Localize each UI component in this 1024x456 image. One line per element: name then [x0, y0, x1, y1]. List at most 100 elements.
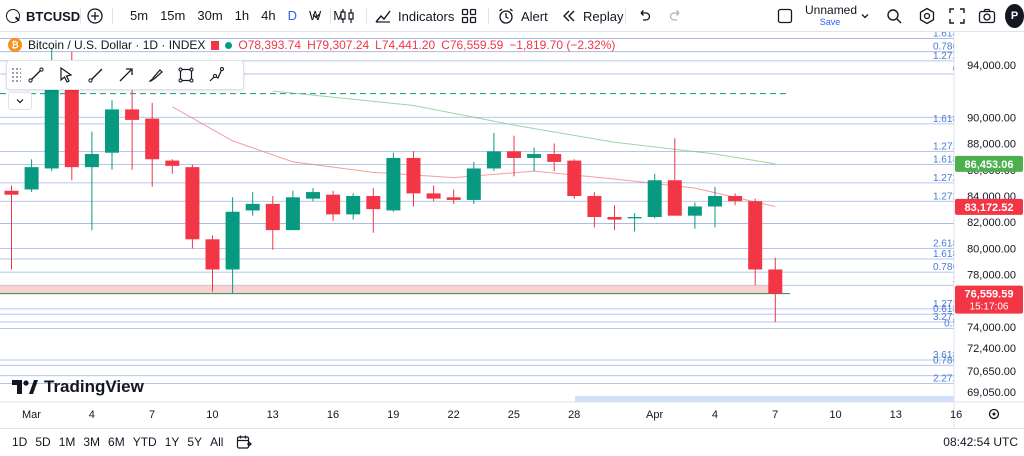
candle-body — [587, 196, 602, 217]
undo-button[interactable] — [636, 0, 652, 32]
collapse-toolbar-button[interactable] — [8, 92, 32, 110]
time-tick-label: 16 — [327, 409, 339, 421]
candle-body — [667, 180, 682, 216]
interval-1h[interactable]: 1h — [234, 8, 250, 23]
time-tick-label: 25 — [508, 409, 520, 421]
layout-checkbox[interactable] — [777, 0, 793, 32]
cursor-tool[interactable] — [51, 61, 81, 89]
rectangle-tool[interactable] — [171, 61, 201, 89]
fullscreen-button[interactable] — [948, 0, 966, 32]
profile-button[interactable]: P — [1005, 0, 1024, 32]
range-6m[interactable]: 6M — [108, 435, 125, 449]
time-tick-label: 13 — [890, 409, 902, 421]
price-tick-label: 69,050.00 — [967, 387, 1016, 399]
settings-button[interactable] — [918, 0, 936, 32]
range-5d[interactable]: 5D — [35, 435, 51, 449]
price-tick-label: 88,000.00 — [967, 139, 1016, 151]
templates-button[interactable] — [460, 0, 478, 32]
indicators-label: Indicators — [398, 8, 455, 24]
chart-type-button[interactable] — [338, 0, 356, 32]
price-axis[interactable]: 94,000.0090,000.0088,000.0086,000.0084,0… — [953, 32, 1024, 428]
compare-button[interactable] — [86, 0, 104, 32]
price-tick-label: 94,000.00 — [967, 60, 1016, 72]
gear-icon — [919, 7, 935, 25]
layout-dropdown[interactable] — [860, 0, 870, 32]
candle-body — [24, 167, 39, 190]
legend-change: −1,819.70 (−2.32%) — [509, 38, 616, 52]
range-1d[interactable]: 1D — [12, 435, 28, 449]
candles-icon — [340, 9, 354, 23]
ma-fast-badge-bg — [955, 198, 1023, 215]
time-tick-label: 22 — [447, 409, 459, 421]
fib-label: 0.786 — [933, 355, 958, 366]
divider — [488, 8, 489, 24]
ma-slow-line — [272, 90, 776, 165]
price-chart[interactable]: 1.6180.7861.272011.6181.2721.6181.2721.2… — [0, 32, 1024, 428]
range-ytd[interactable]: YTD — [132, 435, 157, 449]
price-tick-label: 80,000.00 — [967, 243, 1016, 255]
top-toolbar: BTCUSD 5m 15m 30m 1h 4h D W M Indicators Alert … — [0, 0, 1024, 32]
range-1m[interactable]: 1M — [58, 435, 76, 449]
interval-m[interactable]: M — [333, 8, 345, 23]
range-3m[interactable]: 3M — [83, 435, 101, 449]
time-tick-label: 19 — [387, 409, 399, 421]
alert-button[interactable]: Alert — [497, 0, 548, 32]
chevron-down-icon — [16, 99, 24, 104]
tradingview-logo-icon — [12, 380, 38, 394]
interval-4h[interactable]: 4h — [261, 8, 276, 23]
candle-body — [486, 151, 501, 169]
fib-label: 2.618 — [933, 238, 958, 249]
replay-button[interactable]: Replay — [561, 0, 623, 32]
legend-title[interactable]: Bitcoin / U.S. Dollar · 1D · INDEX — [28, 38, 206, 52]
camera-icon — [978, 8, 996, 24]
tradingview-watermark[interactable]: TradingView — [12, 377, 144, 397]
candles — [4, 47, 783, 322]
indicators-button[interactable]: Indicators — [374, 0, 454, 32]
fib-label: 1.272 — [933, 299, 958, 310]
interval-selector: 5m 15m 30m 1h 4h D W M — [124, 0, 350, 32]
utc-clock[interactable]: 08:42:54 UTC — [943, 435, 1018, 449]
bar-countdown: 15:17:06 — [970, 302, 1009, 313]
snapshot-button[interactable] — [978, 0, 996, 32]
path-tool[interactable] — [201, 61, 231, 89]
flag-icon[interactable] — [211, 40, 220, 50]
indicators-icon — [375, 10, 391, 23]
time-axis[interactable]: Mar 4 7 10 13 16 19 22 25 28 Apr 4 7 10 13 16 — [0, 401, 1024, 421]
date-range-selector: 1D 5D 1M 3M 6M YTD 1Y 5Y All — [8, 429, 227, 456]
fib-label: 1.618 — [933, 32, 958, 40]
range-1y[interactable]: 1Y — [164, 435, 180, 449]
candle-body — [708, 196, 722, 207]
symbol-search[interactable]: BTCUSD — [6, 0, 80, 32]
interval-w[interactable]: W — [308, 8, 322, 23]
range-5y[interactable]: 5Y — [187, 435, 203, 449]
interval-dropdown[interactable] — [311, 0, 321, 32]
fib-label: 1.272 — [933, 141, 958, 152]
layout-name[interactable]: Unnamed Save — [805, 3, 857, 29]
last-price-value: 76,559.59 — [965, 289, 1014, 301]
ma-slow-badge: 86,453.06 — [965, 159, 1014, 171]
candle-body — [366, 196, 381, 210]
brush-tool[interactable] — [141, 61, 171, 89]
quick-search-button[interactable] — [885, 0, 903, 32]
layout-save-status: Save — [819, 17, 841, 27]
gear-ring — [988, 408, 1000, 420]
interval-d[interactable]: D — [287, 8, 297, 23]
replay-label: Replay — [583, 8, 624, 24]
trendline-tool[interactable] — [21, 61, 51, 89]
candle-body — [748, 201, 763, 270]
go-to-date-button[interactable] — [236, 434, 252, 453]
candle-body — [507, 151, 521, 158]
interval-5m[interactable]: 5m — [130, 8, 149, 23]
search-icon — [887, 9, 902, 24]
interval-30m[interactable]: 30m — [197, 8, 223, 23]
range-all[interactable]: All — [210, 435, 224, 449]
bottom-toolbar: 1D 5D 1M 3M 6M YTD 1Y 5Y All 08:42:54 UTC — [0, 428, 1024, 455]
trend-line-icon — [28, 67, 44, 83]
interval-15m[interactable]: 15m — [160, 8, 186, 23]
arrow-tool[interactable] — [111, 61, 141, 89]
ray-tool[interactable] — [81, 61, 111, 89]
candle-body — [84, 154, 99, 168]
search-icon — [6, 9, 20, 23]
redo-button[interactable] — [668, 0, 684, 32]
drag-handle-icon[interactable] — [11, 67, 21, 83]
